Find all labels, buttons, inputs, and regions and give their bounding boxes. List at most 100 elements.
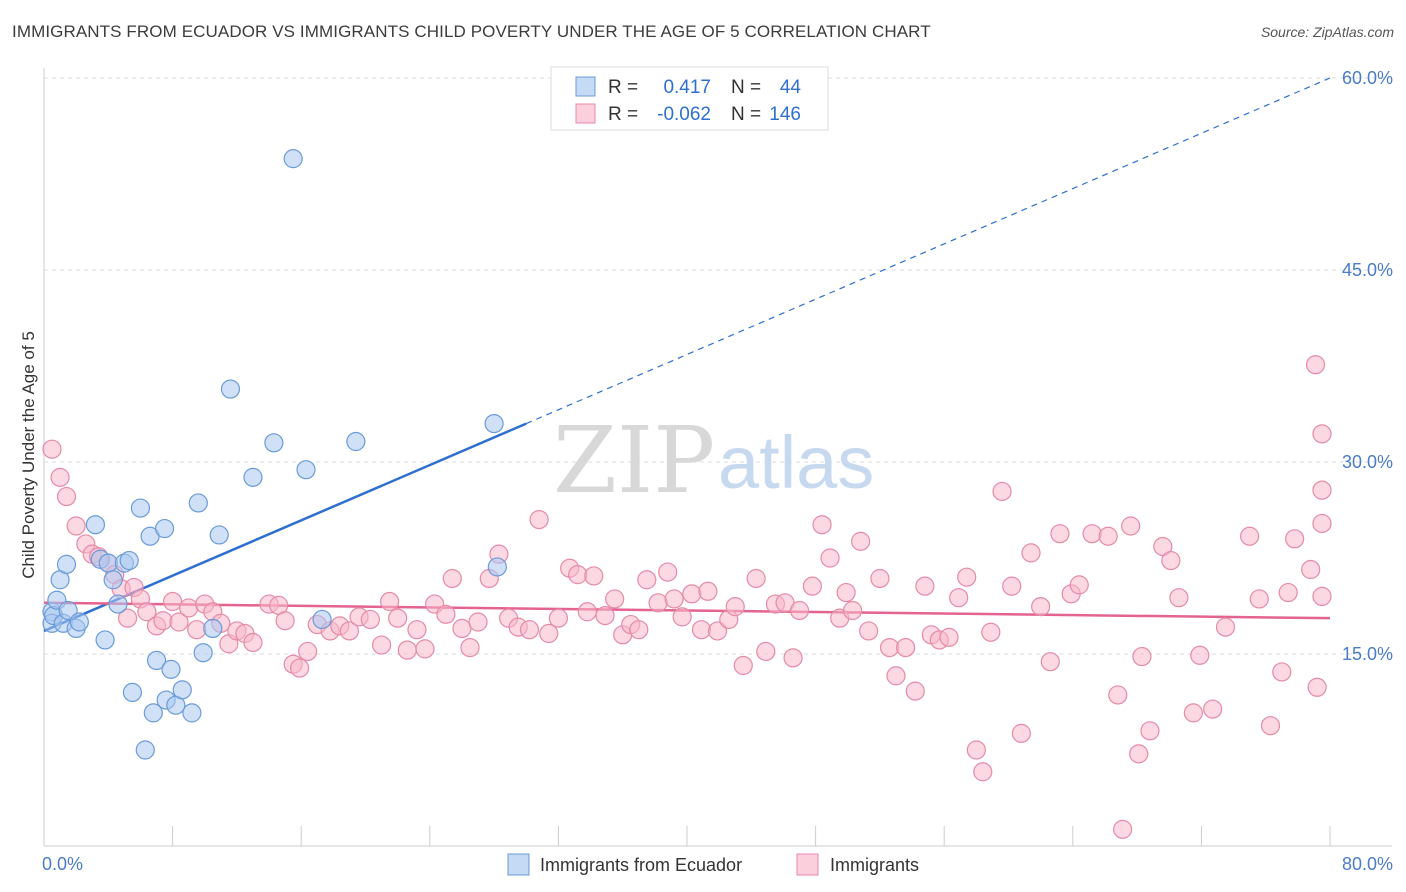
watermark-atlas: atlas xyxy=(718,421,874,504)
point-immigrants-86 xyxy=(802,576,822,596)
point-immigrants-13 xyxy=(137,602,157,622)
point-immigrants-142 xyxy=(1312,513,1332,534)
point-immigrants-108 xyxy=(992,481,1012,502)
point-immigrants-95 xyxy=(879,637,900,658)
point-immigrants-120 xyxy=(1113,819,1133,839)
bottom-legend-label-immigrants: Immigrants xyxy=(830,855,919,875)
point-immigrants-85 xyxy=(789,600,810,621)
point-ecuador-12 xyxy=(95,630,115,650)
point-ecuador-32 xyxy=(203,618,223,639)
point-immigrants-107 xyxy=(981,622,1001,642)
x-tick-labels: 0.0% 80.0% xyxy=(42,854,1393,874)
legend-n-label-immigrants: N = xyxy=(731,104,761,125)
point-immigrants-62 xyxy=(584,566,604,586)
point-immigrants-44 xyxy=(415,639,435,659)
legend-n-value-immigrants: 146 xyxy=(769,104,801,125)
point-ecuador-23 xyxy=(146,650,167,671)
point-immigrants-144 xyxy=(1312,424,1332,444)
point-immigrants-118 xyxy=(1098,526,1118,546)
point-immigrants-78 xyxy=(725,597,745,617)
point-immigrants-113 xyxy=(1040,652,1060,672)
point-immigrants-97 xyxy=(896,637,916,658)
grid-lines xyxy=(44,77,1392,655)
point-immigrants-42 xyxy=(397,640,417,660)
point-immigrants-117 xyxy=(1082,524,1102,544)
point-immigrants-91 xyxy=(842,600,863,621)
point-immigrants-99 xyxy=(915,576,935,596)
point-ecuador-6 xyxy=(56,554,77,575)
point-immigrants-26 xyxy=(243,632,263,653)
point-immigrants-90 xyxy=(836,582,856,603)
legend-swatch-immigrants xyxy=(575,103,596,124)
point-ecuador-20 xyxy=(135,740,155,760)
point-immigrants-94 xyxy=(870,568,890,589)
point-immigrants-121 xyxy=(1121,516,1141,536)
trend-line-extension-ecuador xyxy=(526,77,1331,425)
point-immigrants-58 xyxy=(548,608,569,628)
trend-lines xyxy=(43,77,1331,633)
point-immigrants-137 xyxy=(1285,529,1305,549)
point-ecuador-9 xyxy=(69,612,89,632)
point-immigrants-41 xyxy=(388,608,408,628)
point-immigrants-76 xyxy=(707,621,728,641)
point-immigrants-141 xyxy=(1312,586,1332,607)
point-immigrants-55 xyxy=(519,620,540,640)
point-immigrants-64 xyxy=(605,589,625,609)
point-immigrants-57 xyxy=(539,623,559,644)
point-immigrants-135 xyxy=(1272,662,1292,682)
point-immigrants-109 xyxy=(1002,576,1022,596)
legend-r-label-ecuador: R = xyxy=(608,77,638,98)
point-ecuador-42 xyxy=(487,557,507,577)
watermark-zip: ZIP xyxy=(553,407,715,514)
point-immigrants-15 xyxy=(153,611,173,631)
point-immigrants-10 xyxy=(117,608,138,628)
bottom-legend-swatch-ecuador xyxy=(507,853,530,876)
point-immigrants-49 xyxy=(460,637,480,658)
point-immigrants-43 xyxy=(407,620,427,640)
point-ecuador-10 xyxy=(85,515,106,535)
legend-r-label-immigrants: R = xyxy=(608,104,638,125)
point-immigrants-136 xyxy=(1278,582,1298,603)
point-ecuador-24 xyxy=(154,518,175,539)
legend-r-value-immigrants: -0.062 xyxy=(657,104,711,125)
point-immigrants-67 xyxy=(629,620,649,640)
point-ecuador-13 xyxy=(98,553,118,573)
point-immigrants-16 xyxy=(163,591,183,612)
point-immigrants-126 xyxy=(1161,550,1181,571)
point-immigrants-39 xyxy=(371,635,392,655)
point-immigrants-138 xyxy=(1301,559,1321,580)
y-tick-label-3: 60.0% xyxy=(1342,68,1393,88)
point-ecuador-37 xyxy=(283,149,303,169)
legend-swatch-ecuador xyxy=(575,76,596,97)
point-immigrants-72 xyxy=(672,607,692,627)
point-immigrants-98 xyxy=(905,681,925,701)
y-axis-label: Child Poverty Under the Age of 5 xyxy=(19,331,38,579)
point-immigrants-36 xyxy=(339,621,360,641)
point-immigrants-18 xyxy=(179,598,199,618)
point-immigrants-63 xyxy=(595,605,615,626)
point-immigrants-130 xyxy=(1203,699,1223,719)
point-ecuador-34 xyxy=(220,379,241,399)
point-immigrants-0 xyxy=(42,439,62,459)
point-ecuador-39 xyxy=(312,609,332,630)
point-ecuador-14 xyxy=(103,570,123,590)
point-immigrants-103 xyxy=(949,588,969,608)
point-immigrants-112 xyxy=(1031,597,1051,617)
y-tick-label-2: 45.0% xyxy=(1342,260,1393,280)
point-immigrants-105 xyxy=(966,740,986,760)
point-immigrants-129 xyxy=(1190,645,1210,665)
point-immigrants-75 xyxy=(698,581,718,601)
x-tick-label-0: 0.0% xyxy=(42,854,83,874)
point-ecuador-15 xyxy=(108,594,128,614)
axes xyxy=(43,68,1392,847)
point-ecuador-41 xyxy=(484,414,504,434)
y-tick-labels: 15.0% 30.0% 45.0% 60.0% xyxy=(1342,68,1393,664)
bottom-legend-swatch-immigrants xyxy=(796,853,819,876)
point-immigrants-71 xyxy=(664,589,684,609)
point-ecuador-29 xyxy=(182,703,202,723)
point-immigrants-110 xyxy=(1011,723,1031,743)
point-immigrants-81 xyxy=(756,641,776,662)
legend-n-label-ecuador: N = xyxy=(731,77,761,98)
point-immigrants-127 xyxy=(1169,588,1189,608)
